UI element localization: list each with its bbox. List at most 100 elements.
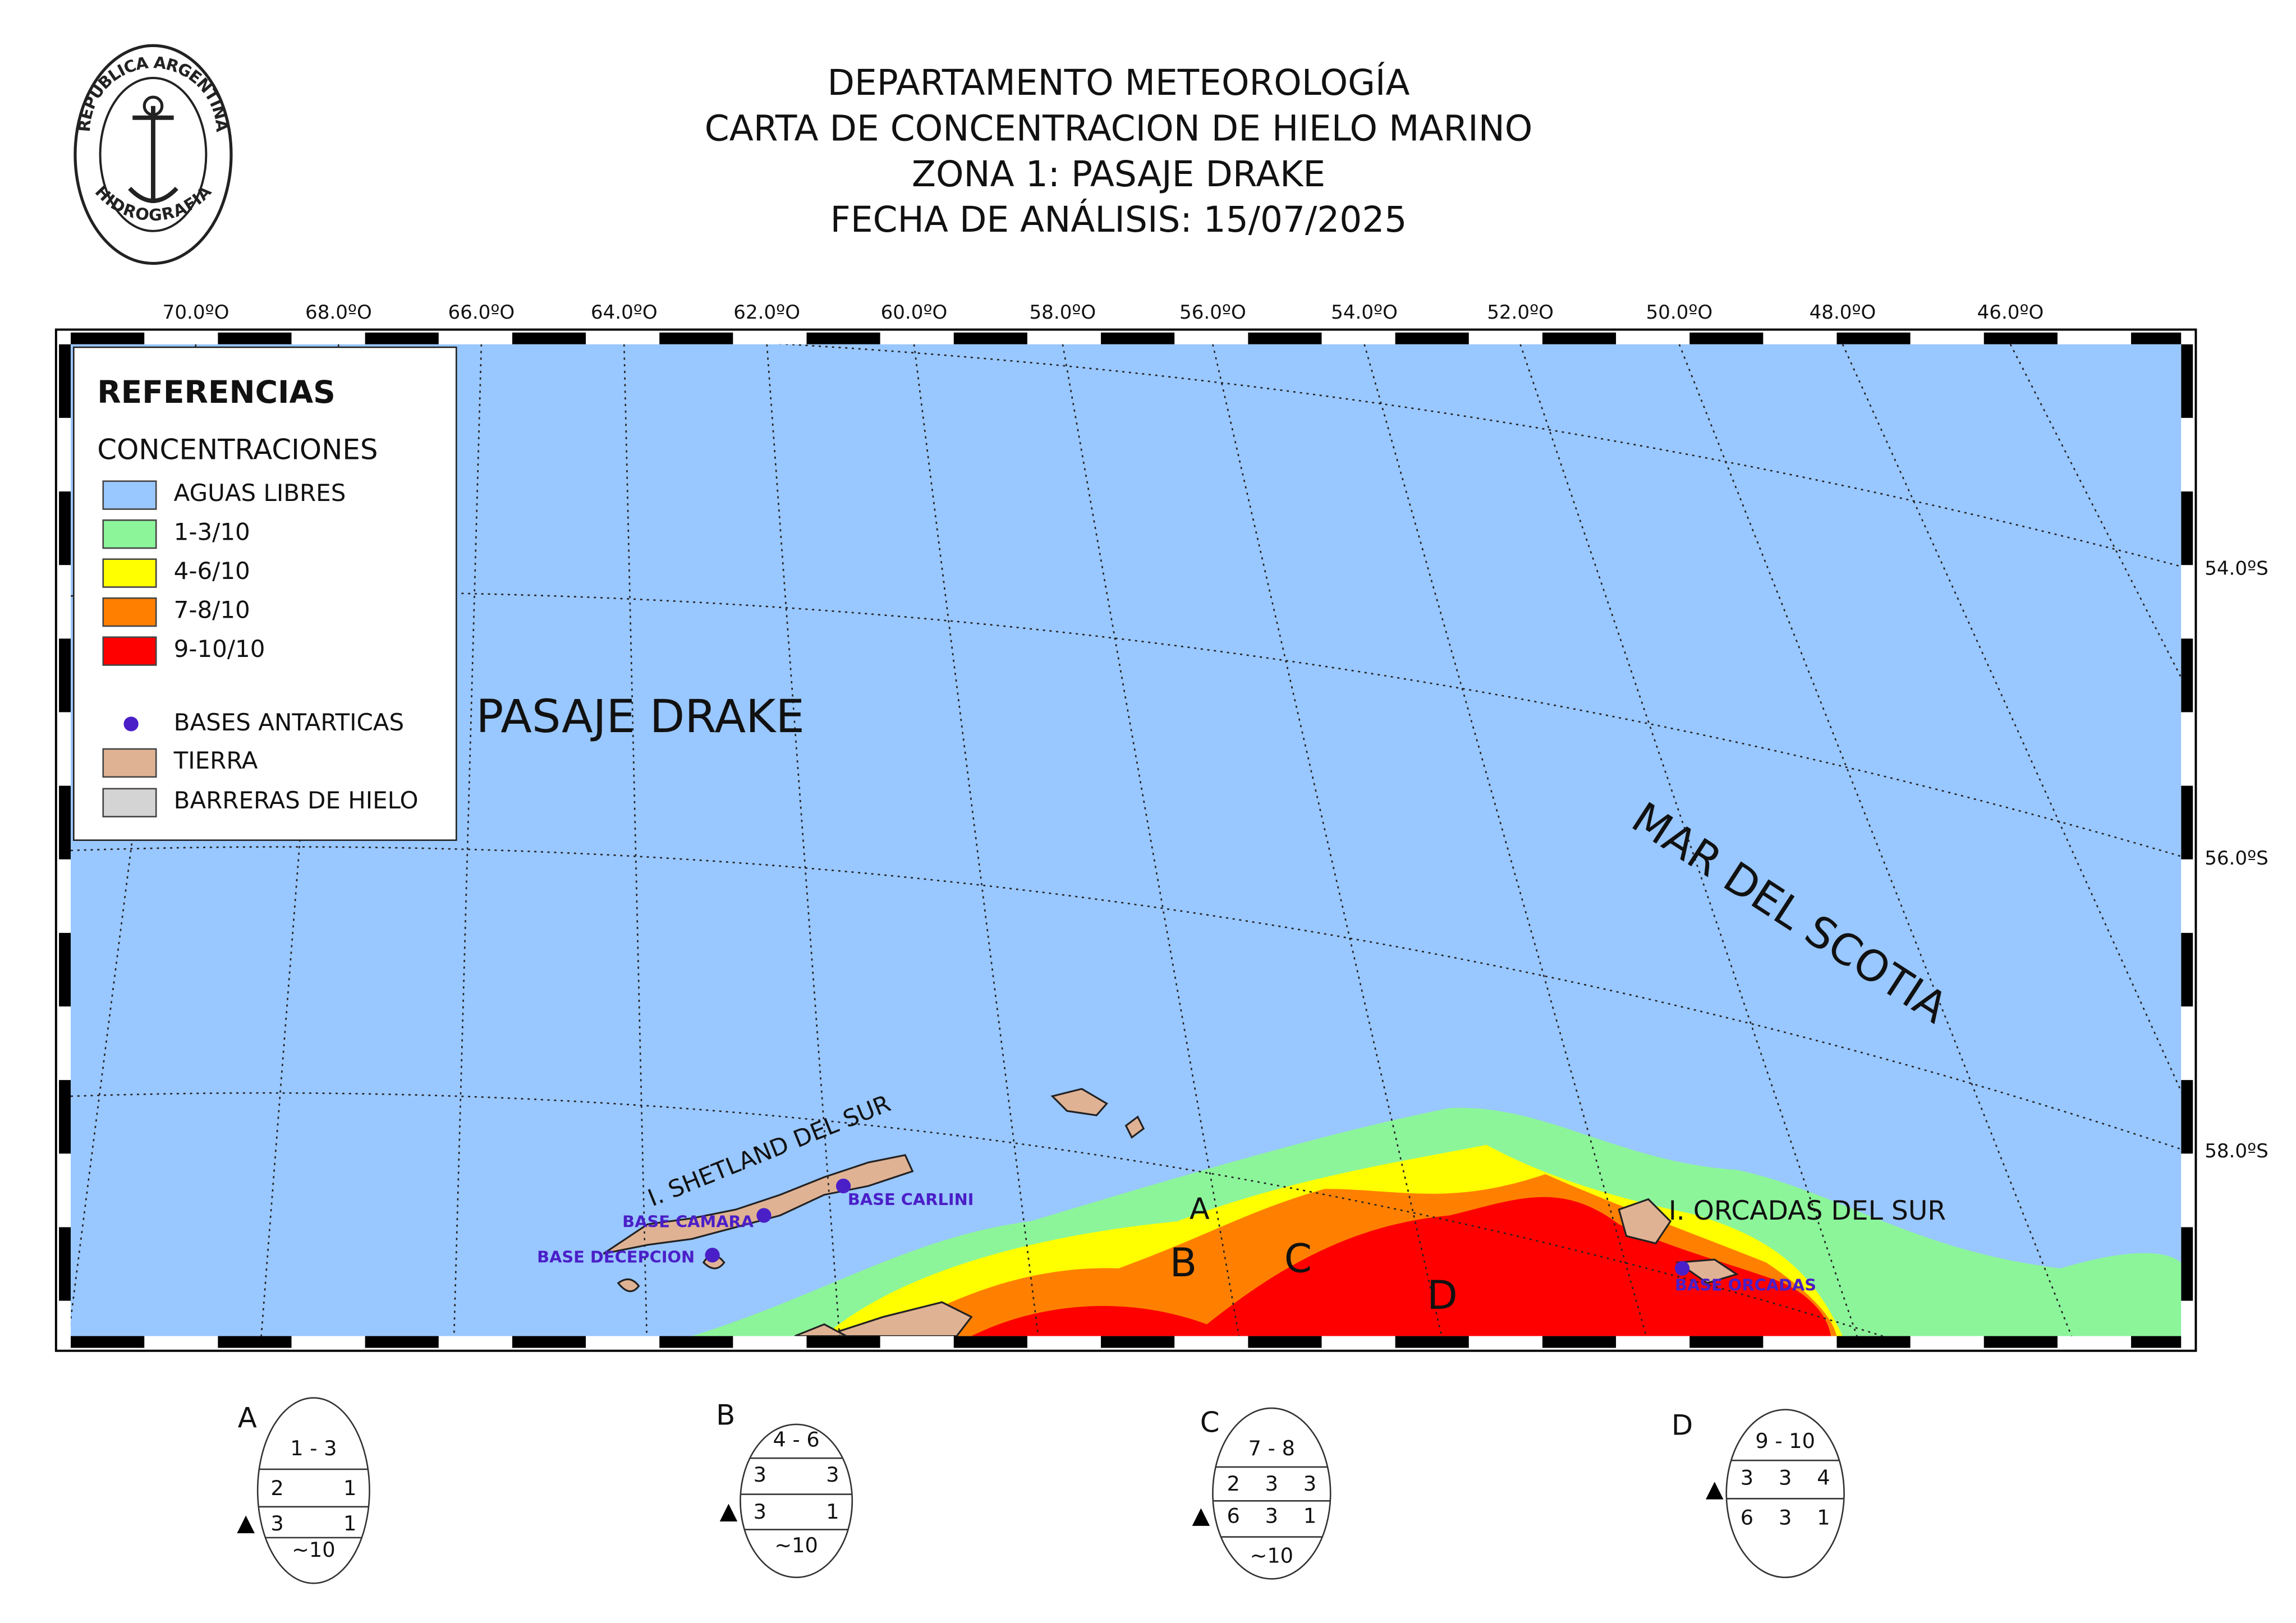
- border-block: [71, 332, 145, 344]
- border-block: [1248, 332, 1322, 344]
- border-block: [1395, 1336, 1469, 1348]
- graticule: [71, 344, 2182, 1336]
- egg-letter: A: [238, 1402, 257, 1435]
- border-block: [218, 1336, 292, 1348]
- border-block: [2181, 638, 2193, 712]
- border-block: [59, 344, 71, 418]
- egg-value: 7 - 8: [1248, 1436, 1295, 1460]
- header-line: CARTA DE CONCENTRACION DE HIELO MARINO: [705, 108, 1533, 149]
- egg-value: ~10: [1250, 1543, 1293, 1567]
- header-line: DEPARTAMENTO METEOROLOGÍA: [828, 62, 1410, 103]
- egg-value: 3: [1779, 1505, 1792, 1529]
- longitude-label: 68.0ºO: [305, 301, 372, 324]
- land: [603, 1088, 1739, 1336]
- egg: [1725, 1409, 1845, 1579]
- egg-value: 3: [754, 1500, 766, 1524]
- border-block: [59, 932, 71, 1007]
- base-marker: [756, 1208, 772, 1223]
- border-block: [1983, 332, 2058, 344]
- egg-value: 3: [270, 1511, 283, 1535]
- border-block: [512, 332, 586, 344]
- egg-value: 3: [1265, 1504, 1278, 1528]
- border-block: [953, 332, 1027, 344]
- island-label: I. ORCADAS DEL SUR: [1669, 1196, 1946, 1226]
- legend-label: AGUAS LIBRES: [174, 479, 346, 507]
- border-block: [1689, 1336, 1764, 1348]
- border-block: [2181, 785, 2193, 859]
- legend-title: REFERENCIAS: [97, 374, 336, 410]
- border-block: [365, 332, 439, 344]
- legend-base-dot: [123, 716, 139, 732]
- border-block: [59, 638, 71, 712]
- meridian: [1842, 344, 2182, 1093]
- longitude-label: 52.0ºO: [1487, 301, 1554, 324]
- legend: REFERENCIAS CONCENTRACIONES AGUAS LIBRES 1-…: [73, 346, 457, 841]
- meridian: [623, 344, 648, 1336]
- legend-label: 7-8/10: [174, 596, 250, 623]
- longitude-label: 46.0ºO: [1977, 301, 2044, 324]
- base-label: BASE CARLINI: [848, 1190, 974, 1209]
- legend-swatch: [102, 597, 157, 627]
- border-block: [659, 1336, 733, 1348]
- latitude-label: 54.0ºS: [2205, 558, 2269, 580]
- border-block: [1689, 332, 1764, 344]
- border-block: [1983, 1336, 2058, 1348]
- legend-swatch: [102, 748, 157, 778]
- egg-value: ~10: [292, 1538, 335, 1562]
- egg-value: 1: [826, 1500, 839, 1524]
- legend-subtitle: CONCENTRACIONES: [97, 434, 378, 466]
- longitude-label: 56.0ºO: [1179, 301, 1246, 324]
- border-block: [512, 1336, 586, 1348]
- meridian: [71, 344, 197, 1325]
- egg-value: 6: [1227, 1504, 1239, 1528]
- zone-label: C: [1284, 1235, 1312, 1281]
- border-block: [1836, 1336, 1911, 1348]
- egg-value: 1: [343, 1476, 356, 1500]
- egg-value: 3: [1303, 1472, 1316, 1496]
- border-block: [71, 1336, 145, 1348]
- base-marker: [835, 1178, 851, 1194]
- border-block: [1836, 332, 1911, 344]
- legend-swatch: [102, 558, 157, 588]
- legend-swatch: [102, 788, 157, 817]
- egg-value: 4 - 6: [773, 1427, 819, 1451]
- meridian: [766, 344, 841, 1336]
- egg-value: ~10: [774, 1533, 818, 1557]
- egg-value: 3: [826, 1463, 839, 1487]
- legend-label: BASES ANTARTICAS: [174, 709, 404, 736]
- egg-triangle: [719, 1504, 738, 1522]
- border-block: [59, 785, 71, 859]
- border-block: [1248, 1336, 1322, 1348]
- base-marker: [1674, 1261, 1690, 1276]
- border-block: [59, 491, 71, 565]
- egg-letter: D: [1672, 1409, 1693, 1442]
- longitude-label: 64.0ºO: [591, 301, 658, 324]
- egg-value: 1: [1817, 1505, 1830, 1529]
- border-block: [1101, 332, 1175, 344]
- border-block: [1542, 332, 1617, 344]
- legend-label: BARRERAS DE HIELO: [174, 787, 419, 814]
- egg-value: 1 - 3: [290, 1436, 337, 1460]
- border-block: [2181, 1227, 2193, 1301]
- egg-value: 2: [270, 1476, 283, 1500]
- legend-label: 9-10/10: [174, 635, 265, 663]
- egg-value: 2: [1227, 1472, 1239, 1496]
- longitude-label: 62.0ºO: [733, 301, 800, 324]
- border-block: [59, 1080, 71, 1154]
- legend-label: 4-6/10: [174, 557, 250, 585]
- map-border: [59, 332, 2193, 1348]
- border-block: [218, 332, 292, 344]
- egg-triangle: [237, 1515, 255, 1534]
- border-block: [953, 1336, 1027, 1348]
- border-block: [2181, 932, 2193, 1007]
- egg: [740, 1423, 853, 1579]
- region-label: PASAJE DRAKE: [476, 691, 804, 743]
- border-block: [1101, 1336, 1175, 1348]
- base-label: BASE DECEPCION: [537, 1248, 695, 1267]
- border-block: [1542, 1336, 1617, 1348]
- legend-label: TIERRA: [173, 747, 258, 774]
- base-label: BASE CAMARA: [622, 1212, 754, 1231]
- egg-value: 3: [754, 1463, 766, 1487]
- egg-value: 3: [1741, 1465, 1753, 1489]
